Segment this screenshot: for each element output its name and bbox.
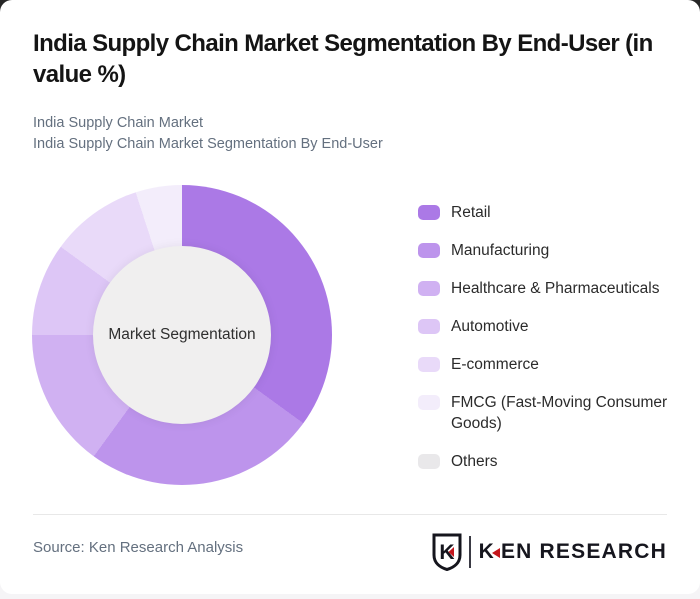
legend-swatch-fmcg xyxy=(418,395,440,410)
logo-wordmark: K EN RESEARCH xyxy=(479,540,667,564)
legend-swatch-manufacturing xyxy=(418,243,440,258)
logo-red-triangle-icon xyxy=(491,548,500,558)
legend-item-ecommerce[interactable]: E-commerce xyxy=(418,354,668,375)
legend-swatch-healthcare xyxy=(418,281,440,296)
ken-research-logo: K K EN RESEARCH xyxy=(432,531,667,573)
legend-item-automotive[interactable]: Automotive xyxy=(418,316,668,337)
chart-legend: Retail Manufacturing Healthcare & Pharma… xyxy=(418,202,668,472)
legend-label: Manufacturing xyxy=(451,242,550,259)
legend-item-fmcg[interactable]: FMCG (Fast-Moving Consumer Goods) xyxy=(418,392,668,434)
source-text: Source: Ken Research Analysis xyxy=(33,539,244,556)
legend-item-retail[interactable]: Retail xyxy=(418,202,668,223)
chart-title: India Supply Chain Market Segmentation B… xyxy=(33,30,653,88)
logo-letters-rest: EN RESEARCH xyxy=(500,540,667,563)
donut-center-label: Market Segmentation xyxy=(108,326,256,343)
legend-label: Automotive xyxy=(451,318,529,335)
legend-swatch-retail xyxy=(418,205,440,220)
chart-subtitle-line-2: India Supply Chain Market Segmentation B… xyxy=(33,136,383,152)
ken-research-shield-icon: K xyxy=(432,533,462,571)
legend-item-healthcare-pharmaceuticals[interactable]: Healthcare & Pharmaceuticals xyxy=(418,278,668,299)
legend-swatch-automotive xyxy=(418,319,440,334)
legend-item-manufacturing[interactable]: Manufacturing xyxy=(418,240,668,261)
legend-label: FMCG (Fast-Moving Consumer Goods) xyxy=(451,394,668,432)
donut-center: Market Segmentation xyxy=(93,246,271,424)
svg-text:K: K xyxy=(439,541,454,564)
legend-label: Others xyxy=(451,453,498,470)
chart-subtitle-line-1: India Supply Chain Market xyxy=(33,115,204,131)
legend-swatch-others xyxy=(418,454,440,469)
legend-label: Healthcare & Pharmaceuticals xyxy=(451,280,660,297)
legend-label: Retail xyxy=(451,204,491,221)
legend-label: E-commerce xyxy=(451,356,539,373)
logo-letter-k: K xyxy=(478,540,495,563)
donut-chart[interactable]: Market Segmentation xyxy=(32,185,332,485)
legend-item-others[interactable]: Others xyxy=(418,451,668,472)
legend-swatch-ecommerce xyxy=(418,357,440,372)
logo-divider-bar xyxy=(468,536,471,568)
footer-divider xyxy=(33,514,667,515)
